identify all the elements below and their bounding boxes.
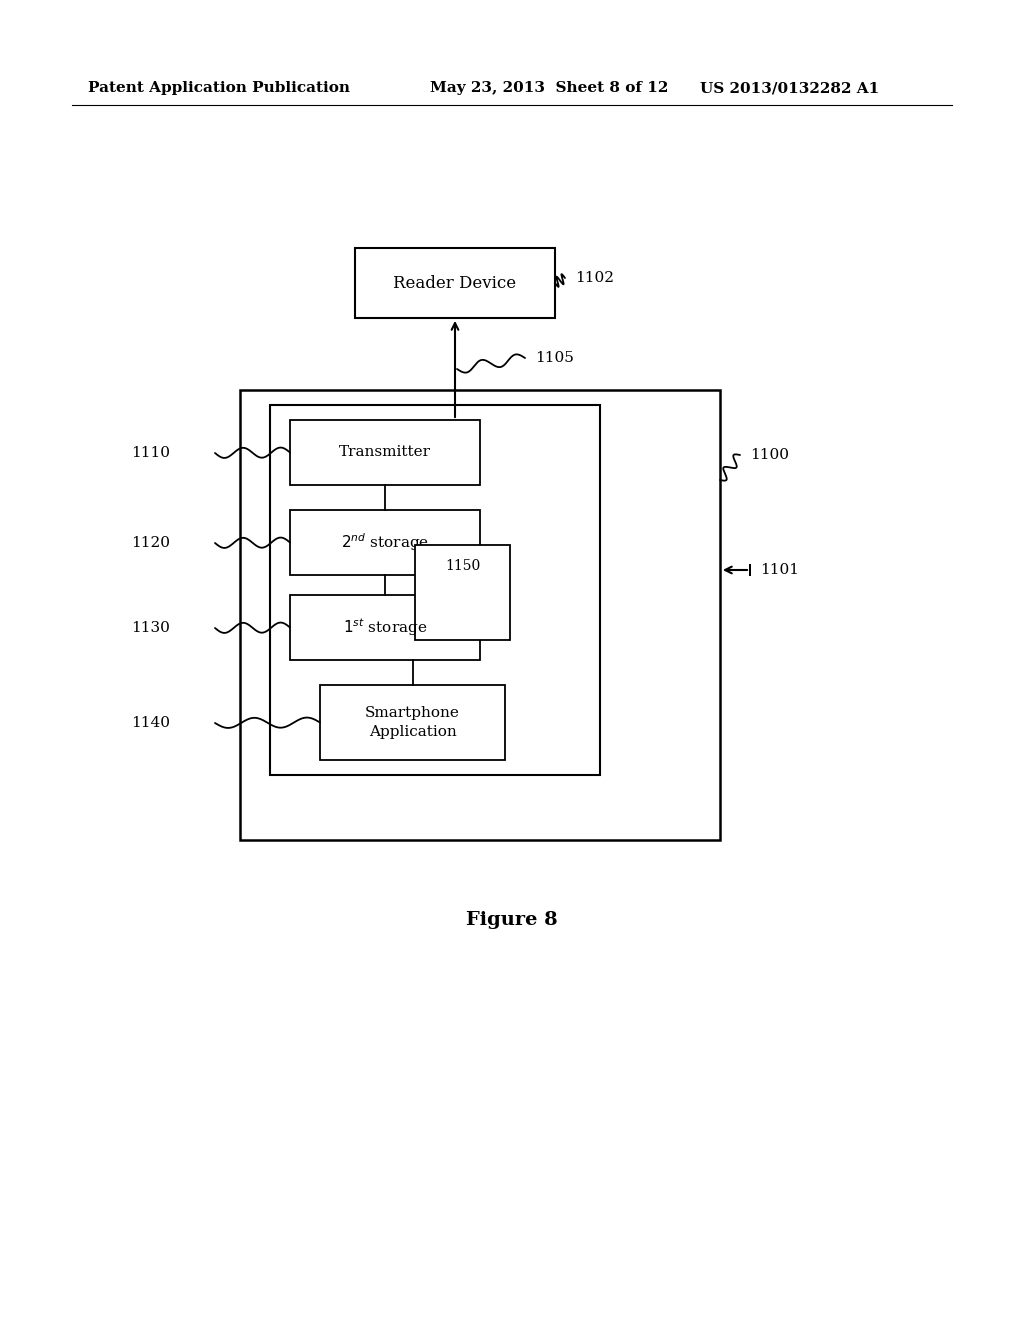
Text: US 2013/0132282 A1: US 2013/0132282 A1: [700, 81, 880, 95]
Text: May 23, 2013  Sheet 8 of 12: May 23, 2013 Sheet 8 of 12: [430, 81, 669, 95]
Text: 1110: 1110: [131, 446, 170, 459]
Text: 1101: 1101: [760, 564, 799, 577]
Text: 1105: 1105: [535, 351, 573, 366]
Bar: [240, 389, 720, 840]
Text: 1120: 1120: [131, 536, 170, 550]
Bar: [290, 595, 480, 660]
Text: Patent Application Publication: Patent Application Publication: [88, 81, 350, 95]
Text: $2^{nd}$ storage: $2^{nd}$ storage: [341, 532, 429, 553]
Text: Transmitter: Transmitter: [339, 446, 431, 459]
Text: $1^{st}$ storage: $1^{st}$ storage: [343, 616, 427, 639]
Bar: [270, 405, 600, 775]
Bar: [319, 685, 505, 760]
Bar: [355, 248, 555, 318]
Text: 1102: 1102: [575, 271, 614, 285]
Text: Smartphone
Application: Smartphone Application: [366, 706, 460, 739]
Text: Figure 8: Figure 8: [466, 911, 558, 929]
Text: Reader Device: Reader Device: [393, 275, 516, 292]
Bar: [290, 510, 480, 576]
Text: 1100: 1100: [750, 447, 790, 462]
Bar: [415, 545, 510, 640]
Text: 1140: 1140: [131, 715, 170, 730]
Text: 1130: 1130: [131, 620, 170, 635]
Bar: [290, 420, 480, 484]
Text: 1150: 1150: [444, 558, 480, 573]
